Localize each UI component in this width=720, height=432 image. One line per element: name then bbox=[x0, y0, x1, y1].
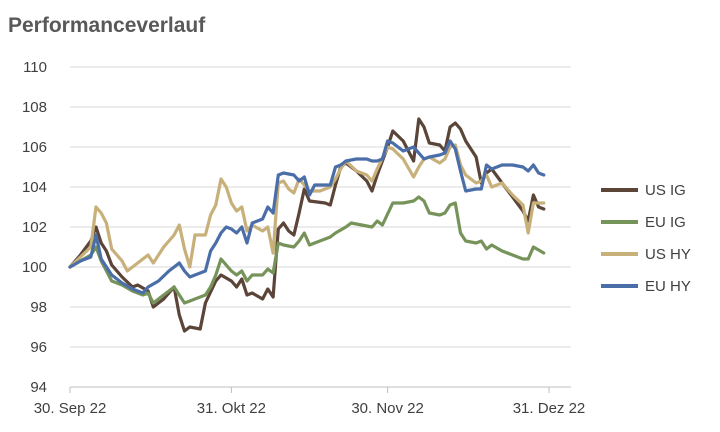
y-tick-label: 108 bbox=[22, 99, 47, 116]
y-tick-label: 102 bbox=[22, 219, 47, 236]
chart-title: Performanceverlauf bbox=[8, 14, 206, 37]
series-line-eu-ig bbox=[68, 195, 546, 305]
series-line-us-ig bbox=[68, 117, 546, 333]
y-axis-tick-labels: 94 96 98 100 102 104 106 108 110 bbox=[22, 59, 47, 396]
series-line-us-hy bbox=[68, 143, 546, 273]
y-tick-label: 94 bbox=[30, 379, 47, 396]
x-tick-label: 30. Sep 22 bbox=[34, 400, 107, 417]
x-axis-tick-labels: 30. Sep 22 31. Okt 22 30. Nov 22 31. Dez 22 bbox=[34, 400, 586, 417]
legend-label: US HY bbox=[645, 246, 691, 263]
y-tick-label: 106 bbox=[22, 139, 47, 156]
y-tick-label: 96 bbox=[30, 339, 47, 356]
legend-label: US IG bbox=[645, 182, 686, 199]
x-tick-label: 31. Dez 22 bbox=[513, 400, 586, 417]
x-axis bbox=[69, 386, 571, 393]
gridlines bbox=[70, 66, 571, 348]
series-lines bbox=[68, 117, 546, 333]
y-tick-label: 100 bbox=[22, 259, 47, 276]
y-tick-label: 104 bbox=[22, 179, 47, 196]
legend-label: EU IG bbox=[645, 214, 686, 231]
series-line-eu-hy bbox=[68, 139, 546, 295]
x-tick-label: 30. Nov 22 bbox=[351, 400, 424, 417]
y-tick-label: 110 bbox=[23, 59, 47, 76]
legend-label: EU HY bbox=[645, 278, 691, 295]
x-tick-label: 31. Okt 22 bbox=[197, 400, 266, 417]
legend: US IG EU IG US HY EU HY bbox=[601, 182, 691, 295]
y-tick-label: 98 bbox=[30, 299, 47, 316]
